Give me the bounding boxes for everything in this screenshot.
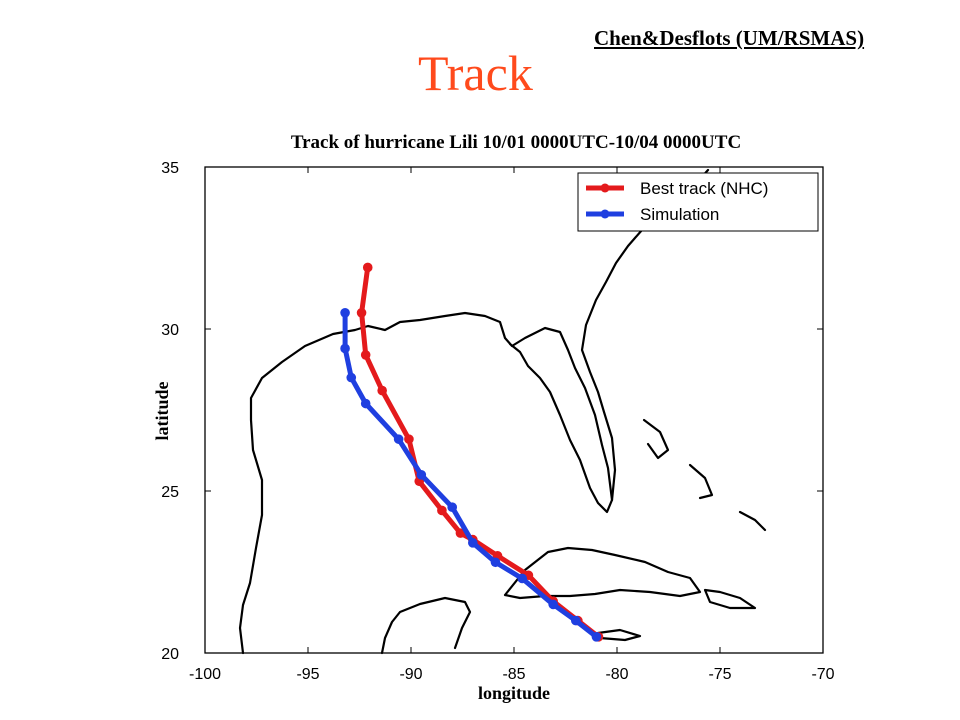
legend-box [577,172,819,232]
x-tick-label: -100 [189,666,221,683]
data-point-simulation [416,470,427,480]
y-tick-label: 35 [161,160,179,177]
legend-label-simulation: Simulation [640,205,719,224]
coastline-segment [688,463,714,500]
coastline-segment [380,596,472,655]
data-point-simulation [490,557,501,568]
data-point-best-track [356,308,367,318]
axis-ticks: -100 -95 -90 -85 -80 -75 -70 20 25 30 35 [161,160,834,683]
chart-title: Track of hurricane Lili 10/01 0000UTC-10… [291,132,741,153]
coastline-segment [703,588,757,610]
plot-frame [204,166,824,654]
x-tick-label: -70 [811,666,834,683]
coastline-segment [642,418,670,460]
data-point-simulation [340,308,350,318]
data-point-simulation [393,434,404,444]
data-point-simulation [447,502,458,512]
legend-label-best-track: Best track (NHC) [640,179,768,198]
series-line-simulation [342,310,599,640]
coastline-segment [738,510,767,532]
y-tick-label: 25 [161,484,179,501]
coastline-segment [238,311,614,655]
author-credit: Chen&Desflots (UM/RSMAS) [594,26,865,50]
data-point-simulation [517,573,528,584]
x-axis-label: longitude [478,683,550,703]
data-point-simulation [360,398,371,409]
x-tick-label: -90 [399,666,422,683]
x-tick-label: -95 [296,666,319,683]
x-tick-label: -75 [708,666,731,683]
y-tick-label: 20 [161,646,179,663]
series-layer [340,262,604,642]
data-point-best-track [377,385,387,396]
legend-marker-simulation [600,209,610,219]
data-point-best-track [404,434,414,444]
data-point-simulation [571,615,581,626]
data-point-best-track [455,528,466,538]
coastline-segment [596,628,642,642]
data-point-simulation [591,632,602,642]
series-line-best-track [359,264,601,640]
data-point-best-track [360,350,371,360]
data-point-simulation [340,343,350,354]
data-point-best-track [362,262,373,273]
x-tick-label: -80 [605,666,628,683]
x-tick-label: -85 [502,666,525,683]
coastline-segment [503,546,702,600]
slide-title: Track [418,45,533,101]
data-point-simulation [468,538,478,548]
y-tick-label: 30 [161,322,179,339]
data-point-simulation [346,372,357,383]
data-point-best-track [437,505,447,516]
data-point-simulation [548,599,558,610]
y-axis-label: latitude [152,381,172,440]
coastline-map [238,168,767,655]
legend: Best track (NHC) Simulation [577,172,819,232]
legend-marker-best-track [600,183,610,193]
